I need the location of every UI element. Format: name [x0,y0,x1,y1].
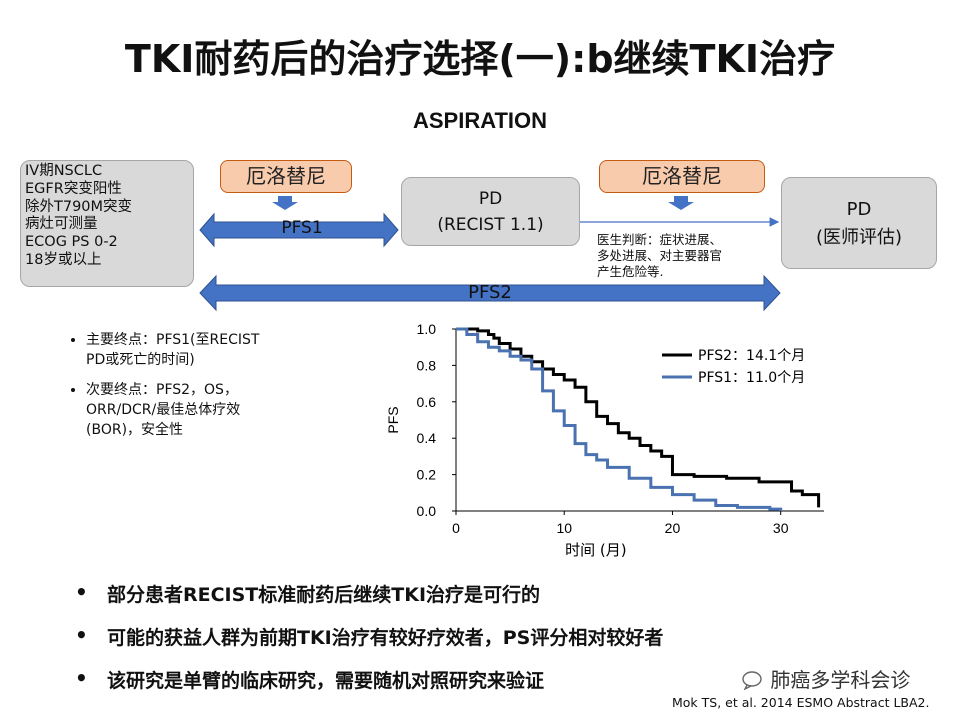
pd-recist-box: PD (RECIST 1.1) [401,177,580,246]
conclusion-text: 该研究是单臂的临床研究，需要随机对照研究来验证 [107,670,545,692]
km-survival-chart: 0.0 0.2 0.4 0.6 0.8 1.0 0 10 20 30 PFS 时间 (月) PFS2：1… [385,321,824,559]
primary-endpoint: 主要终点：PFS1(至RECIST PD或死亡的时间) [86,330,318,370]
inclusion-criteria-box: IV期NSCLC EGFR突变阳性 除外T790M突变 病灶可测量 ECOG P… [20,160,194,287]
km-curve-pfs2 [456,327,821,508]
conclusion-item: • 部分患者RECIST标准耐药后继续TKI治疗是可行的 [75,580,541,606]
x-axis-label: 时间 (月) [565,541,626,559]
conclusion-text: 部分患者RECIST标准耐药后继续TKI治疗是可行的 [107,584,541,606]
conclusions-list: • 部分患者RECIST标准耐药后继续TKI治疗是可行的 • 可能的获益人群为前期T… [75,580,795,709]
pd-label: PD [846,199,872,220]
endpoint-line: PD或死亡的时间) [86,352,195,368]
conclusion-text: 可能的获益人群为前期TKI治疗有较好疗效者，PS评分相对较好者 [107,627,664,649]
conclusion-item: • 该研究是单臂的临床研究，需要随机对照研究来验证 [75,666,545,692]
criteria-item: ECOG PS 0-2 [25,234,118,251]
x-tick-label: 0 [452,520,460,536]
y-tick-label: 1.0 [417,321,437,337]
pfs2-label: PFS2 [468,282,512,303]
endpoint-line: 主要终点：PFS1(至RECIST [86,332,260,348]
legend-label: PFS1：11.0个月 [698,370,805,386]
drug-box-erlotinib-2: 厄洛替尼 [599,160,765,193]
pfs1-arrow [199,212,399,248]
criteria-item: 18岁或以上 [25,251,102,268]
x-tick-label: 10 [556,520,572,536]
criteria-item: 除外T790M突变 [25,198,133,215]
down-arrow-icon [668,196,694,210]
note-line: 医生判断：症状进展、 [597,232,723,247]
pfs1-label: PFS1 [281,218,323,238]
endpoint-line: ORR/DCR/最佳总体疗效 [86,402,241,418]
conclusion-item: • 可能的获益人群为前期TKI治疗有较好疗效者，PS评分相对较好者 [75,623,664,649]
pd-physician-box: PD (医师评估) [781,177,937,269]
y-axis-label: PFS [385,406,401,433]
pfs2-arrow [199,274,781,312]
study-name: ASPIRATION [412,108,548,133]
citation: Mok TS, et al. 2014 ESMO Abstract LBA2. [672,695,930,710]
watermark: 肺癌多学科会诊 [742,664,910,693]
watermark-text: 肺癌多学科会诊 [770,668,911,692]
physician-judgement-note: 医生判断：症状进展、 多处进展、对主要器官 产生危险等. [597,232,777,280]
y-tick-label: 0.4 [417,430,437,446]
pd-criteria: (RECIST 1.1) [437,215,544,235]
km-curve-pfs1 [456,327,783,511]
flow-arrows [199,196,781,312]
down-arrow-icon [272,196,298,210]
slide-title: TKI耐药后的治疗选择(一):b继续TKI治疗 [124,37,836,81]
drug-box-erlotinib-1: 厄洛替尼 [220,160,352,193]
note-line: 产生危险等. [597,264,664,279]
chat-icon [742,671,762,691]
endpoint-line: (BOR)，安全性 [86,422,184,438]
pd-label: PD [478,189,503,209]
endpoint-line: 次要终点：PFS2，OS， [86,382,238,398]
endpoints-list: 主要终点：PFS1(至RECIST PD或死亡的时间) 次要终点：PFS2，OS… [68,330,318,450]
y-tick-label: 0.0 [417,503,437,519]
x-tick-label: 30 [773,520,789,536]
y-tick-label: 0.8 [417,357,437,373]
legend-label: PFS2：14.1个月 [698,348,805,364]
x-tick-label: 20 [665,520,681,536]
secondary-endpoint: 次要终点：PFS2，OS， ORR/DCR/最佳总体疗效 (BOR)，安全性 [86,380,318,440]
y-tick-label: 0.2 [417,467,437,483]
criteria-item: EGFR突变阳性 [25,180,122,197]
criteria-item: 病灶可测量 [25,216,98,233]
pd-criteria: (医师评估) [815,227,903,248]
criteria-item: IV期NSCLC [25,163,103,179]
y-tick-label: 0.6 [417,394,437,410]
note-line: 多处进展、对主要器官 [597,248,723,263]
